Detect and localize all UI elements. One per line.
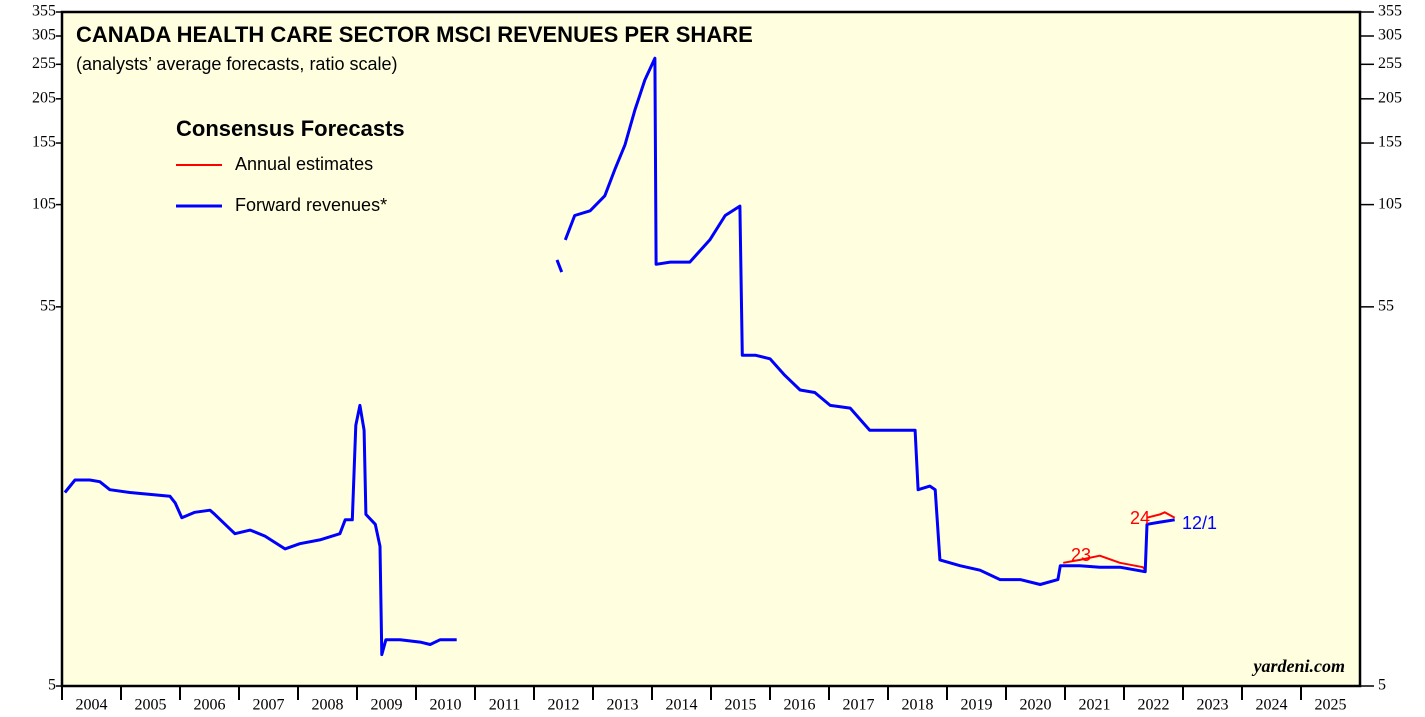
y-tick-label: 5 <box>48 677 56 694</box>
y-tick-label: 355 <box>32 3 56 20</box>
y-tick-label: 55 <box>40 298 56 315</box>
x-tick-label: 2023 <box>1197 697 1229 714</box>
y-tick-label: 205 <box>32 89 56 106</box>
x-tick-label: 2015 <box>725 697 757 714</box>
chart-title: CANADA HEALTH CARE SECTOR MSCI REVENUES … <box>76 22 753 47</box>
data-line <box>63 56 1175 657</box>
annotation: 12/1 <box>1182 513 1217 533</box>
annotation: 24 <box>1130 508 1150 528</box>
x-tick-label: 2011 <box>489 697 520 714</box>
x-tick-label: 2017 <box>843 697 875 714</box>
y2-tick-label: 5 <box>1378 677 1386 694</box>
legend-label: Annual estimates <box>235 154 373 174</box>
y-tick-label: 155 <box>32 134 56 151</box>
x-tick-label: 2005 <box>135 697 167 714</box>
source: yardeni.com <box>1252 656 1346 676</box>
x-tick-label: 2018 <box>902 697 934 714</box>
chart-subtitle: (analysts’ average forecasts, ratio scal… <box>76 54 397 74</box>
x-tick-label: 2007 <box>253 697 285 714</box>
x-tick-label: 2019 <box>961 697 993 714</box>
x-tick-label: 2020 <box>1020 697 1052 714</box>
x-tick-label: 2025 <box>1315 697 1347 714</box>
y-tick-label: 305 <box>32 27 56 44</box>
y2-tick-label: 55 <box>1378 298 1394 315</box>
y2-tick-label: 305 <box>1378 27 1402 44</box>
y2-tick-label: 355 <box>1378 3 1402 20</box>
x-tick-label: 2014 <box>666 697 698 714</box>
legend-title: Consensus Forecasts <box>176 116 405 141</box>
data-line <box>1063 511 1176 571</box>
y2-tick-label: 105 <box>1378 195 1402 212</box>
x-tick-label: 2009 <box>371 697 403 714</box>
x-tick-label: 2016 <box>784 697 816 714</box>
y2-tick-label: 155 <box>1378 134 1402 151</box>
plot-area <box>60 10 1362 688</box>
y2-tick-label: 205 <box>1378 89 1402 106</box>
x-tick-label: 2010 <box>430 697 462 714</box>
x-tick-label: 2008 <box>312 697 344 714</box>
x-tick-label: 2012 <box>548 697 580 714</box>
y2-tick-label: 255 <box>1378 55 1402 72</box>
annotation: 23 <box>1071 545 1091 565</box>
y-tick-label: 105 <box>32 195 56 212</box>
x-tick-label: 2004 <box>76 697 108 714</box>
legend-label: Forward revenues* <box>235 195 387 215</box>
x-tick-label: 2022 <box>1138 697 1170 714</box>
x-tick-label: 2013 <box>607 697 639 714</box>
x-tick-label: 2024 <box>1256 697 1288 714</box>
y-tick-label: 255 <box>32 55 56 72</box>
x-tick-label: 2021 <box>1079 697 1111 714</box>
x-tick-label: 2006 <box>194 697 226 714</box>
